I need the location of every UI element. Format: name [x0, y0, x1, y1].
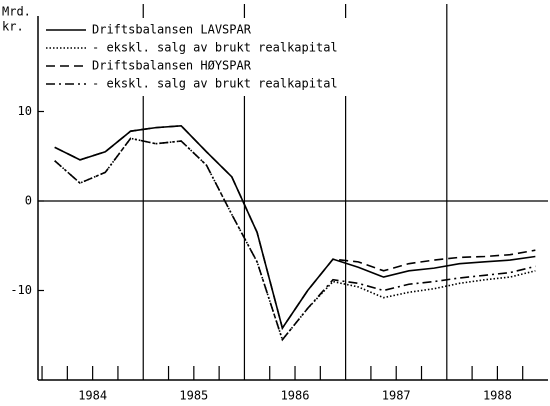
legend-label: Driftsbalansen LAVSPAR [92, 23, 252, 37]
legend-label: Driftsbalansen HØYSPAR [92, 59, 252, 73]
legend-label: - ekskl. salg av brukt realkapital [92, 77, 338, 91]
legend-label: - ekskl. salg av brukt realkapital [92, 41, 338, 55]
series-line [54, 124, 536, 331]
x-tick-label: 1987 [382, 389, 411, 403]
series-line [54, 137, 536, 342]
legend-box [41, 18, 391, 96]
y-unit-label: kr. [2, 20, 24, 34]
x-tick-label: 1988 [483, 389, 512, 403]
y-unit-label: Mrd. [2, 5, 31, 19]
y-tick-label: -10 [10, 283, 32, 297]
y-tick-label: 10 [18, 104, 32, 118]
x-tick-label: 1985 [179, 389, 208, 403]
series-line [54, 124, 536, 331]
x-tick-label: 1984 [78, 389, 107, 403]
y-tick-label: 0 [25, 194, 32, 208]
x-tick-label: 1986 [281, 389, 310, 403]
